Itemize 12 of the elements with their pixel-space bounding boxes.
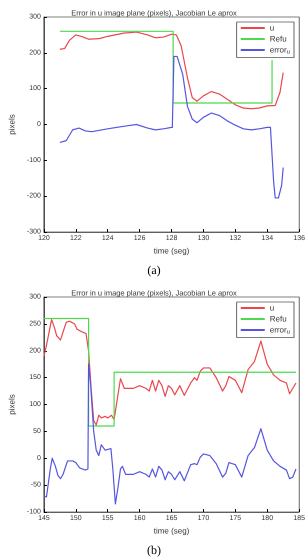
y-axis-title: pixels	[8, 394, 16, 415]
x-axis-title: time (seg)	[154, 246, 190, 256]
text: (b)	[147, 543, 162, 557]
legend-label: Refu	[270, 34, 287, 44]
legend-label: Refu	[270, 314, 287, 324]
text: (a)	[147, 263, 161, 277]
x-axis-title: time (seg)	[154, 526, 190, 536]
y-axis-title: pixels	[8, 114, 16, 135]
legend-label: u	[270, 304, 274, 312]
line-series	[43, 364, 297, 505]
line-series	[59, 56, 284, 199]
legend-label: u	[270, 24, 274, 32]
